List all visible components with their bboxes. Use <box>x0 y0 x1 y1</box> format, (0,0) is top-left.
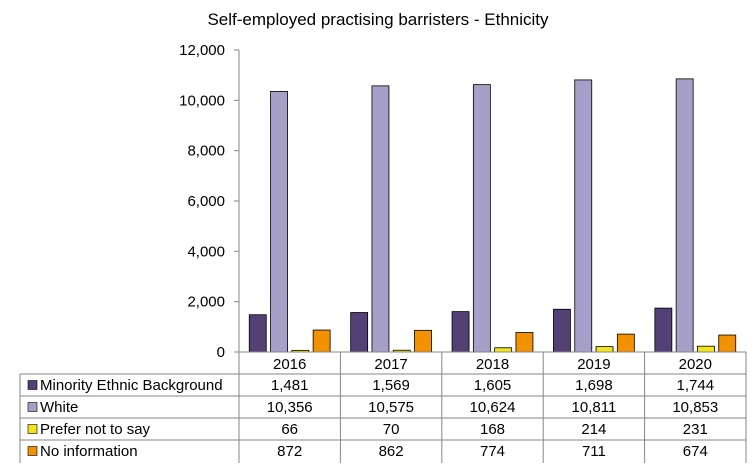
x-category-label: 2017 <box>374 356 407 373</box>
data-label: 674 <box>683 443 708 460</box>
data-label: 214 <box>581 421 606 438</box>
data-label: 231 <box>683 421 708 438</box>
data-label: 1,698 <box>575 377 613 394</box>
bar-prefer-not-to-say-2019 <box>595 346 614 353</box>
bar-white-2018 <box>472 84 491 353</box>
chart-title: Self-employed practising barristers - Et… <box>207 10 549 29</box>
bar-minority-ethnic-background-2020 <box>654 307 673 353</box>
data-label: 70 <box>383 421 400 438</box>
x-category-label: 2018 <box>476 356 509 373</box>
data-label: 66 <box>281 421 298 438</box>
bar-no-information-2020 <box>718 334 737 353</box>
legend-label: Minority Ethnic Background <box>40 377 223 394</box>
data-label: 10,624 <box>470 399 516 416</box>
bar-white-2019 <box>574 79 593 353</box>
bar-minority-ethnic-background-2016 <box>248 314 267 353</box>
bar-white-2020 <box>675 78 694 353</box>
bar-no-information-2019 <box>616 333 635 353</box>
y-tick-label: 2,000 <box>187 294 225 311</box>
bar-no-information-2018 <box>515 332 534 353</box>
bar-minority-ethnic-background-2018 <box>451 311 470 353</box>
legend-label: Prefer not to say <box>40 421 151 438</box>
y-tick-label: 12,000 <box>179 42 225 59</box>
data-label: 1,744 <box>677 377 715 394</box>
data-label: 872 <box>277 443 302 460</box>
data-label: 10,356 <box>267 399 313 416</box>
legend-label: No information <box>40 443 138 460</box>
x-category-label: 2020 <box>679 356 712 373</box>
y-tick-label: 10,000 <box>179 92 225 109</box>
y-tick-label: 4,000 <box>187 243 225 260</box>
data-label: 774 <box>480 443 505 460</box>
data-label: 10,575 <box>368 399 414 416</box>
y-tick-label: 8,000 <box>187 143 225 160</box>
bar-white-2016 <box>270 90 288 353</box>
data-label: 1,569 <box>372 377 410 394</box>
data-label: 10,811 <box>572 399 617 416</box>
data-label: 10,853 <box>672 399 718 416</box>
bar-prefer-not-to-say-2018 <box>494 347 513 353</box>
bar-prefer-not-to-say-2020 <box>697 345 715 353</box>
y-tick-label: 6,000 <box>187 193 225 210</box>
bar-minority-ethnic-background-2017 <box>350 312 369 353</box>
data-label: 711 <box>582 443 606 460</box>
bar-no-information-2016 <box>312 329 331 353</box>
data-label: 1,605 <box>474 377 512 394</box>
legend-key-no-information <box>27 446 38 456</box>
bar-no-information-2017 <box>414 329 432 353</box>
data-label: 862 <box>379 443 404 460</box>
legend-key-prefer-not-to-say <box>27 424 38 434</box>
data-label: 1,481 <box>271 377 309 394</box>
legend-key-white <box>27 402 38 412</box>
legend-key-minority-ethnic-background <box>27 380 38 390</box>
legend-label: White <box>40 399 78 416</box>
y-tick-label: 0 <box>217 344 225 361</box>
bar-white-2017 <box>371 85 390 353</box>
data-label: 168 <box>480 421 505 438</box>
x-category-label: 2016 <box>273 356 306 373</box>
bar-minority-ethnic-background-2019 <box>553 308 571 353</box>
x-category-label: 2019 <box>577 356 610 373</box>
